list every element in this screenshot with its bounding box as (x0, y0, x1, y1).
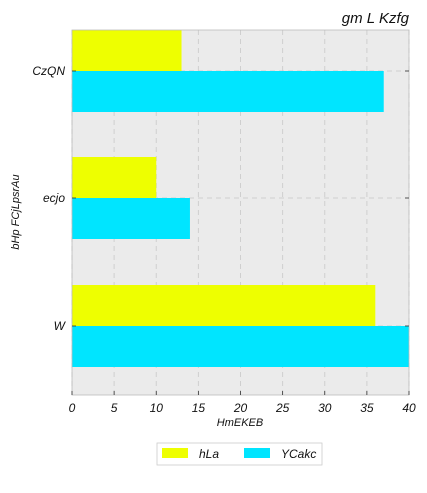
legend-swatch-ycakc (244, 448, 270, 458)
x-tick-label: 20 (233, 401, 248, 415)
x-tick-label: 30 (318, 401, 332, 415)
x-tick-label: 15 (192, 401, 206, 415)
y-tick-label: CzQN (32, 64, 65, 78)
x-tick-label: 35 (360, 401, 374, 415)
x-tick-label: 40 (402, 401, 416, 415)
bar-hla-czqn (72, 30, 182, 71)
x-tick-label: 10 (150, 401, 164, 415)
bar-hla-w (72, 285, 376, 326)
x-axis-label: HmEKEB (217, 417, 263, 429)
legend-label-hla: hLa (199, 447, 219, 461)
legend: hLa YCakc (156, 442, 323, 466)
legend-swatch-hla (162, 448, 188, 458)
axes: 0 5 10 15 20 25 30 35 40 CzQN ecjo W (32, 64, 416, 415)
bar-hla-ecjo (72, 157, 157, 198)
x-tick-label: 25 (275, 401, 290, 415)
legend-label-ycakc: YCakc (281, 447, 316, 461)
chart-title: gm L Kzfg (342, 10, 410, 27)
x-tick-label: 5 (111, 401, 118, 415)
bar-ycakc-w (72, 326, 409, 367)
legend-box (156, 442, 323, 466)
y-axis-label: bHp FCjLpsrAu (10, 174, 22, 249)
bar-ycakc-czqn (72, 71, 384, 112)
y-tick-label: ecjo (43, 191, 65, 205)
bar-ycakc-ecjo (72, 198, 190, 239)
bars (72, 30, 409, 367)
y-tick-label: W (54, 319, 67, 333)
x-tick-label: 0 (69, 401, 76, 415)
